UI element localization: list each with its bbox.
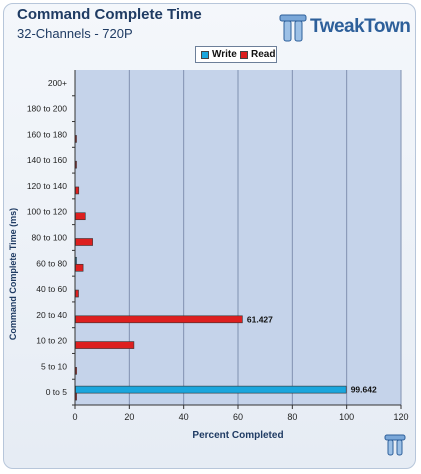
x-tick-label: 0 [72,412,77,422]
y-tick-label: 80 to 100 [32,233,68,243]
y-tick-label: 160 to 180 [27,129,67,139]
legend-item-read: Read [240,49,275,60]
bar-write [75,256,77,265]
x-tick-label: 80 [287,412,297,422]
y-tick-label: 0 to 5 [46,387,68,397]
x-tick-label: 100 [339,412,354,422]
y-tick-label: 20 to 40 [36,310,67,320]
y-tick-label: 140 to 160 [27,155,67,165]
bar-read [75,392,77,401]
y-tick-label: 120 to 140 [27,181,67,191]
bar-read [75,186,80,195]
bar-read [75,135,77,143]
bar-read [75,238,93,246]
bar-read [75,160,77,169]
y-tick-label: 100 to 120 [27,207,67,217]
chart-subtitle: 32-Channels - 720P [17,26,133,41]
y-tick-label: 5 to 10 [41,361,67,371]
tt-corner-icon [384,434,406,456]
bar-read [75,315,243,324]
x-tick-label: 20 [124,412,134,422]
x-tick-label: 40 [179,412,189,422]
legend-item-write: Write [201,49,237,60]
y-tick-label: 60 to 80 [36,258,67,268]
bar-write [75,385,347,394]
x-axis-title: Percent Completed [192,430,284,441]
logo-text: TweakTown [310,16,411,37]
legend-label-read: Read [251,49,276,60]
tweaktown-logo: TweakTown [278,12,411,46]
bar-read [75,341,135,349]
data-label: 61.427 [247,314,273,324]
tt-logo-icon [279,14,307,42]
y-tick-label: 200+ [48,78,67,88]
legend-swatch-write [201,50,209,59]
chart-legend: Write Read [195,46,277,63]
chart-title: Command Complete Time [17,6,202,23]
y-tick-label: 40 to 60 [36,284,67,294]
bar-read [75,289,79,298]
x-tick-label: 120 [393,412,408,422]
bar-read [75,263,84,272]
data-label: 99.642 [351,385,377,395]
bar-read [75,367,77,375]
bar-read [75,212,86,221]
legend-label-write: Write [212,49,237,60]
y-tick-label: 10 to 20 [36,336,67,346]
legend-swatch-read [240,50,248,59]
x-tick-label: 60 [233,412,243,422]
y-tick-label: 180 to 200 [27,104,67,114]
